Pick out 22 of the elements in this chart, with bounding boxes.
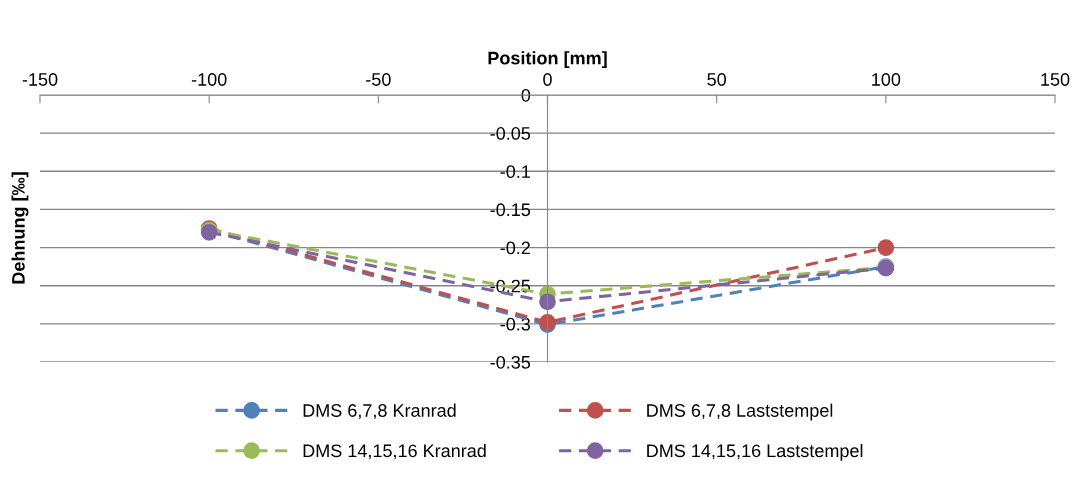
x-axis-title: Position [mm] xyxy=(488,51,607,69)
y-tick-label: 0 xyxy=(521,88,531,102)
legend-label: DMS 14,15,16 Kranrad xyxy=(303,443,486,460)
point xyxy=(877,239,895,256)
x-tick-label: 150 xyxy=(1041,73,1070,86)
legend-label: DMS 6,7,8 Laststempel xyxy=(647,403,833,421)
y-tick-label: -0.05 xyxy=(490,127,531,140)
y-tick-label: -0.3 xyxy=(500,317,531,331)
point xyxy=(539,293,556,311)
legend-label: DMS 6,7,8 Kranrad xyxy=(303,403,456,420)
x-tick-label: -50 xyxy=(366,73,391,86)
y-tick-label: -0.35 xyxy=(490,355,531,369)
y-tick-label: -0.15 xyxy=(490,203,531,217)
x-tick-label: 0 xyxy=(543,73,552,86)
x-tick-label: 100 xyxy=(872,73,901,86)
x-tick-label: -100 xyxy=(191,73,227,86)
x-tick-label: 50 xyxy=(707,73,726,86)
x-tick-label: -150 xyxy=(22,73,58,86)
y-tick-label: -0.1 xyxy=(500,165,530,179)
legend-label: DMS 14,15,16 Laststempel xyxy=(647,443,863,461)
y-tick-label: -0.2 xyxy=(500,241,530,255)
y-axis-title: Dehnung [‰] xyxy=(11,172,29,284)
